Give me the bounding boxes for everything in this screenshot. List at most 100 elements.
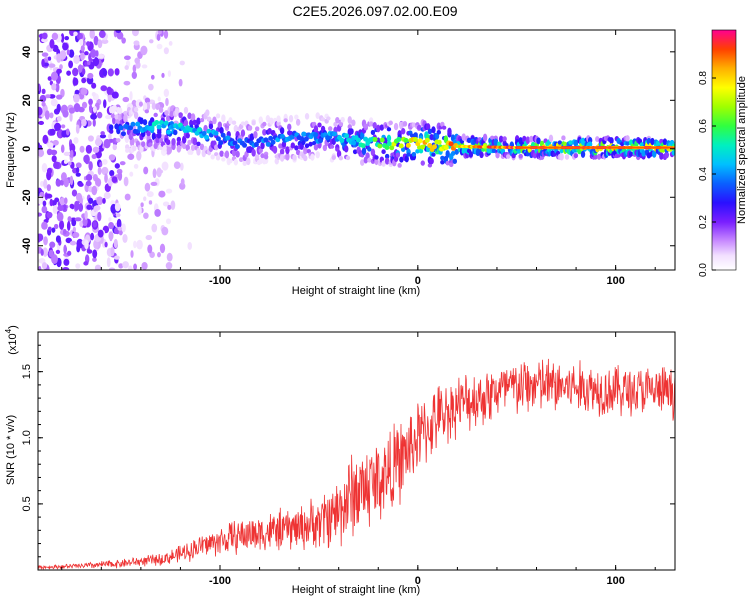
spectrogram-cell: [124, 65, 129, 70]
spectrogram-cell: [101, 166, 109, 176]
spectrogram-cell: [165, 97, 169, 107]
spectrogram-cell: [427, 128, 433, 135]
spectrogram-cell: [65, 128, 70, 136]
spectrogram-cell: [411, 122, 417, 128]
spectrogram-cell: [285, 146, 290, 155]
spectrogram-cell: [141, 64, 148, 69]
spectrogram-cell: [142, 119, 148, 126]
spectrogram-cell: [417, 124, 422, 130]
spectrogram-cell: [61, 130, 68, 138]
spectrogram-cell: [132, 64, 137, 73]
spectrogram-cell: [47, 142, 54, 149]
spectrogram-ridge-cell: [355, 137, 361, 143]
spectrogram-cell: [122, 234, 128, 243]
spectrogram-cell: [219, 127, 224, 135]
spectrogram-cell: [650, 137, 655, 146]
spectrogram-cell: [86, 249, 93, 254]
spectrogram-cell: [163, 47, 169, 55]
spectrogram-cell: [92, 106, 97, 113]
spectrogram-cell: [113, 255, 120, 260]
spectrogram-cell: [148, 83, 154, 91]
spectrogram-cell: [41, 52, 49, 57]
spectrogram-cell: [379, 124, 385, 131]
spectrogram-cell: [56, 68, 62, 74]
spectrogram-cell: [74, 89, 80, 95]
spectrogram-cell: [73, 103, 81, 113]
spectrogram-cell: [151, 102, 157, 110]
spectrogram-cell: [221, 157, 226, 162]
spectrogram-cell: [46, 167, 52, 175]
spectrogram-x-axis-label: Height of straight line (km): [292, 285, 420, 297]
spectrogram-cell: [367, 157, 372, 163]
spectrogram-ridge-cell: [443, 145, 449, 151]
spectrogram-ridge-cell: [154, 120, 160, 126]
spectrogram-cell: [374, 157, 379, 166]
spectrogram-cell: [249, 133, 255, 141]
spectrogram-cell: [55, 82, 60, 93]
spectrogram-cell: [41, 88, 46, 95]
spectrogram-cell: [246, 157, 251, 166]
spectrogram-cell: [518, 153, 523, 159]
spectrogram-cell: [116, 138, 121, 143]
spectrogram-cell: [102, 69, 107, 77]
spectrogram-cell: [251, 149, 256, 157]
spectrogram-cell: [138, 101, 143, 107]
spectrogram-cell: [151, 223, 158, 233]
spectrogram-ridge-cell: [206, 128, 212, 134]
spectrogram-ridge-cell: [128, 125, 134, 131]
spectrogram-cell: [129, 90, 133, 101]
spectrogram-cell: [561, 135, 566, 141]
spectrogram-cell: [129, 171, 134, 177]
spectrogram-cell: [242, 161, 247, 166]
spectrogram-cell: [400, 128, 406, 135]
spectrogram-cell: [304, 113, 310, 120]
spectrogram-cell: [329, 144, 335, 149]
spectrogram-cell: [165, 218, 171, 225]
spectrogram-cell: [72, 77, 79, 86]
spectrogram-cell: [92, 249, 98, 259]
spectrogram-cell: [114, 202, 121, 212]
spectrogram-ridge-cell: [303, 136, 309, 142]
spectrogram-cell: [313, 144, 319, 151]
spectrogram-cell: [75, 167, 80, 174]
spectrogram-cell: [157, 96, 161, 102]
spectrogram-cell: [159, 243, 166, 254]
spectrogram-cell: [262, 121, 267, 127]
spectrogram-cell: [384, 153, 390, 159]
spectrogram-cell: [168, 41, 173, 46]
spectrogram-cell: [97, 211, 102, 222]
spectrogram-cell: [468, 151, 474, 158]
spectrogram-cell: [69, 112, 73, 122]
spectrogram-cell: [56, 53, 62, 63]
spectrogram-cell: [166, 252, 173, 262]
spectrogram-cell: [258, 157, 263, 165]
spectrogram-cell: [125, 148, 130, 153]
spectrogram-cell: [67, 161, 72, 166]
spectrogram-cell: [196, 141, 201, 147]
spectrogram-cell: [338, 155, 344, 161]
spectrogram-cell: [596, 153, 602, 160]
spectrogram-cell: [262, 128, 267, 136]
spectrogram-cell: [133, 263, 138, 270]
spectrogram-ridge-cell: [242, 142, 248, 148]
spectrogram-cell: [344, 145, 349, 153]
spectrogram-cell: [87, 135, 94, 142]
spectrogram-cell: [71, 219, 77, 227]
spectrogram-cell: [361, 147, 367, 156]
spectrogram-ridge-cell: [215, 136, 221, 142]
spectrogram-cell: [73, 54, 80, 64]
spectrogram-cell: [83, 154, 90, 163]
spectrogram-cell: [51, 32, 59, 41]
spectrogram-cell: [41, 262, 48, 270]
spectrogram-ridge-cell: [386, 141, 392, 147]
spectrogram-cell: [376, 124, 381, 133]
spectrogram-cell: [165, 188, 173, 194]
spectrogram-cell: [144, 109, 150, 114]
spectrogram-cell: [68, 60, 74, 69]
spectrogram-cell: [163, 30, 169, 39]
spectrogram-cell: [114, 114, 119, 120]
spectrogram-cell: [326, 116, 331, 121]
spectrogram-cell: [287, 123, 292, 131]
spectrogram-cell: [56, 212, 64, 222]
spectrogram-cell: [51, 83, 57, 91]
